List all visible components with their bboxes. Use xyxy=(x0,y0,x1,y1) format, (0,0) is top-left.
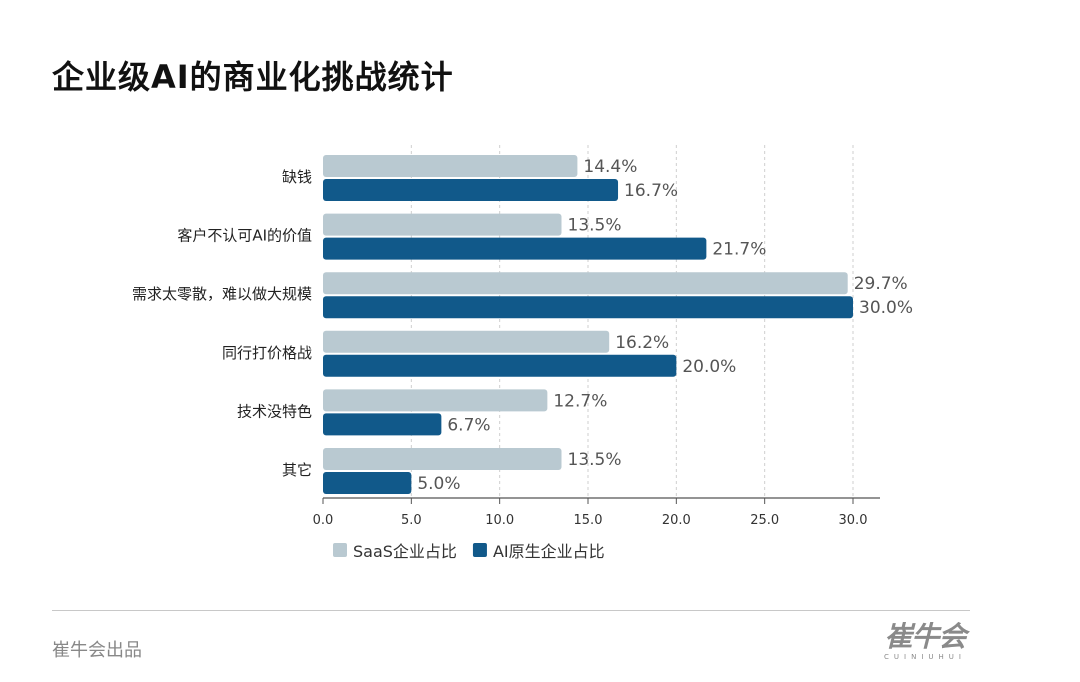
data-label: 21.7% xyxy=(712,240,766,260)
bar-ai-native xyxy=(323,354,677,377)
bar-saas xyxy=(323,213,562,236)
chart-title: 企业级AI的商业化挑战统计 xyxy=(52,58,454,96)
category-label: 同行打价格战 xyxy=(222,344,312,362)
logo-subtext: CUINIUHUI xyxy=(884,653,966,661)
category-label: 其它 xyxy=(282,461,312,479)
x-tick-label: 30.0 xyxy=(839,513,868,528)
footer-source: 崔牛会出品 xyxy=(52,640,142,661)
bar-ai-native xyxy=(323,472,412,494)
bar-saas xyxy=(323,389,548,412)
legend-label: AI原生企业占比 xyxy=(493,542,605,561)
data-label: 16.7% xyxy=(624,181,678,201)
data-label: 16.2% xyxy=(615,333,669,353)
category-label: 客户不认可AI的价值 xyxy=(177,227,312,245)
bar-saas xyxy=(323,272,848,295)
bar-ai-native xyxy=(323,413,442,436)
x-tick-label: 0.0 xyxy=(313,513,334,528)
data-label: 13.5% xyxy=(568,450,622,470)
data-label: 13.5% xyxy=(568,216,622,236)
bar-ai-native xyxy=(323,237,707,260)
data-label: 30.0% xyxy=(859,298,913,318)
x-tick-label: 15.0 xyxy=(574,513,603,528)
bar-ai-native xyxy=(323,296,853,319)
footer-divider xyxy=(52,610,970,611)
data-label: 29.7% xyxy=(854,274,908,294)
category-label: 需求太零散，难以做大规模 xyxy=(132,285,312,303)
logo-text: 崔牛会 xyxy=(884,620,966,653)
bar-saas xyxy=(323,330,610,353)
category-label: 缺钱 xyxy=(282,168,312,186)
bar-chart: 缺钱 14.4% 16.7% 客户不认可AI的价值 13.5% 21.7% 需求太零散，难以… xyxy=(132,145,913,561)
x-tick-label: 25.0 xyxy=(750,513,779,528)
legend-label: SaaS企业占比 xyxy=(353,542,457,561)
legend-swatch xyxy=(472,543,487,557)
data-label: 14.4% xyxy=(583,157,637,177)
x-tick-label: 5.0 xyxy=(401,513,422,528)
bar-ai-native xyxy=(323,179,619,201)
x-tick-label: 10.0 xyxy=(485,513,514,528)
brand-logo: 崔牛会 CUINIUHUI xyxy=(880,622,970,662)
data-label: 20.0% xyxy=(682,357,736,377)
data-label: 12.7% xyxy=(553,391,607,411)
bar-saas xyxy=(323,155,578,177)
legend-swatch xyxy=(333,543,347,557)
bar-saas xyxy=(323,448,562,470)
x-tick-label: 20.0 xyxy=(662,513,691,528)
category-label: 技术没特色 xyxy=(237,402,312,420)
data-label: 6.7% xyxy=(447,415,490,435)
data-label: 5.0% xyxy=(417,474,460,494)
